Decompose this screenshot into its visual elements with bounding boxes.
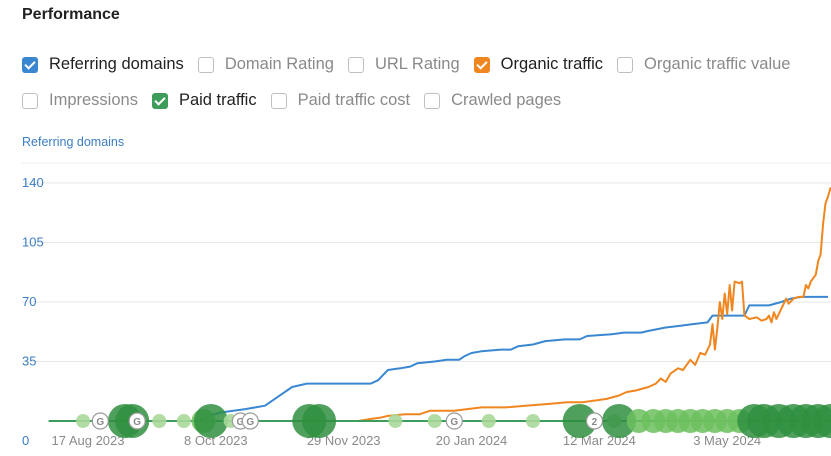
crawled-pages-checkbox[interactable] — [424, 92, 441, 109]
google-update-icon[interactable] — [241, 412, 259, 430]
metric-options-row-1: Referring domains Domain Rating URL Rating… — [22, 55, 804, 74]
domain-rating-checkbox[interactable] — [197, 56, 214, 73]
event-marker[interactable] — [813, 404, 831, 438]
domain-rating-label: Domain Rating — [224, 55, 334, 73]
event-marker[interactable] — [562, 404, 597, 438]
organic-traffic-value-label: Organic traffic value — [644, 55, 791, 73]
option-paid-traffic[interactable]: Paid traffic — [151, 91, 257, 110]
grid-lines — [22, 162, 831, 362]
option-paid-traffic-cost[interactable]: Paid traffic cost — [270, 91, 411, 110]
event-markers[interactable] — [76, 404, 831, 438]
x-tick-label: 8 Oct 2023 — [184, 433, 248, 448]
y-tick-labels: 0 35 70 105 140 — [22, 175, 44, 448]
google-update-icon[interactable] — [91, 412, 109, 430]
option-organic-traffic[interactable]: Organic traffic — [473, 55, 604, 74]
impressions-checkbox[interactable] — [22, 92, 38, 109]
event-marker[interactable] — [427, 414, 442, 428]
option-impressions[interactable]: Impressions — [22, 91, 138, 110]
paid-traffic-cost-checkbox[interactable] — [270, 92, 287, 109]
x-tick-labels: 17 Aug 2023 8 Oct 2023 29 Nov 2023 20 Jan 2… — [51, 433, 761, 448]
organic-traffic-checkbox[interactable] — [473, 56, 490, 73]
x-tick-label: 17 Aug 2023 — [51, 433, 124, 448]
series-line-organic-traffic — [309, 187, 831, 422]
paid-traffic-label: Paid traffic — [178, 91, 257, 109]
series-lines — [48, 187, 831, 422]
option-referring-domains[interactable]: Referring domains — [22, 55, 184, 74]
event-marker[interactable] — [152, 414, 167, 428]
impressions-label: Impressions — [49, 91, 138, 109]
google-update-icon[interactable] — [128, 412, 146, 430]
referring-domains-label: Referring domains — [49, 55, 184, 73]
event-marker[interactable] — [388, 414, 403, 428]
event-marker[interactable] — [302, 404, 337, 438]
url-rating-checkbox[interactable] — [347, 56, 364, 73]
organic-traffic-value-checkbox[interactable] — [617, 56, 634, 73]
event-marker[interactable] — [76, 414, 91, 428]
y-tick-label: 140 — [22, 175, 44, 190]
y-tick-label: 0 — [22, 433, 29, 448]
annotation-label: G — [237, 417, 245, 428]
annotation-label: G — [246, 417, 254, 428]
y-tick-label: 35 — [22, 354, 36, 369]
event-marker[interactable] — [176, 414, 191, 428]
google-update-icon[interactable] — [585, 412, 604, 430]
paid-traffic-checkbox[interactable] — [151, 92, 168, 109]
y-axis-label: Referring domains — [22, 135, 125, 149]
event-marker[interactable] — [481, 414, 496, 428]
annotation-label: G — [133, 417, 141, 428]
page-title: Performance — [22, 6, 120, 23]
annotation-label: G — [450, 417, 458, 428]
x-tick-label: 20 Jan 2024 — [436, 433, 508, 448]
annotation-label: 2 — [592, 417, 598, 428]
event-marker[interactable] — [525, 414, 540, 428]
option-organic-traffic-value[interactable]: Organic traffic value — [617, 55, 790, 74]
google-update-icon[interactable] — [445, 412, 463, 430]
metric-options-row-2: Impressions Paid traffic Paid traffic cost… — [22, 91, 575, 110]
option-domain-rating[interactable]: Domain Rating — [197, 55, 334, 74]
referring-domains-checkbox[interactable] — [22, 56, 38, 73]
url-rating-label: URL Rating — [374, 55, 460, 73]
option-crawled-pages[interactable]: Crawled pages — [424, 91, 561, 110]
organic-traffic-label: Organic traffic — [500, 55, 604, 73]
y-tick-label: 105 — [22, 235, 44, 250]
event-marker[interactable] — [602, 404, 637, 438]
option-url-rating[interactable]: URL Rating — [347, 55, 460, 74]
paid-traffic-cost-label: Paid traffic cost — [297, 91, 411, 109]
annotation-label: G — [96, 417, 104, 428]
x-tick-label: 3 May 2024 — [693, 433, 761, 448]
event-marker[interactable] — [193, 404, 228, 438]
series-line-referring-domains — [48, 295, 828, 422]
y-tick-label: 70 — [22, 294, 36, 309]
crawled-pages-label: Crawled pages — [451, 91, 562, 109]
